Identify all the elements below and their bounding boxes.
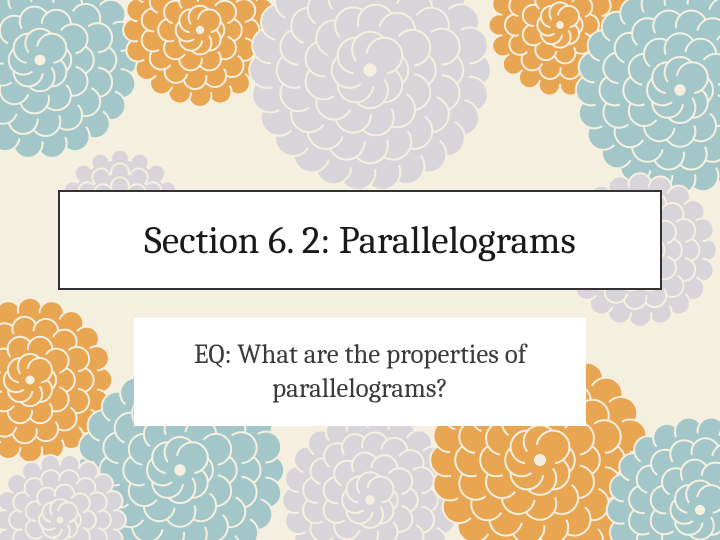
title-box: Section 6. 2: Parallelograms: [58, 190, 662, 290]
slide: Section 6. 2: Parallelograms EQ: What ar…: [0, 0, 720, 540]
slide-title: Section 6. 2: Parallelograms: [144, 218, 576, 263]
subtitle-box: EQ: What are the properties of parallelo…: [134, 318, 586, 426]
slide-subtitle: EQ: What are the properties of parallelo…: [154, 338, 566, 406]
